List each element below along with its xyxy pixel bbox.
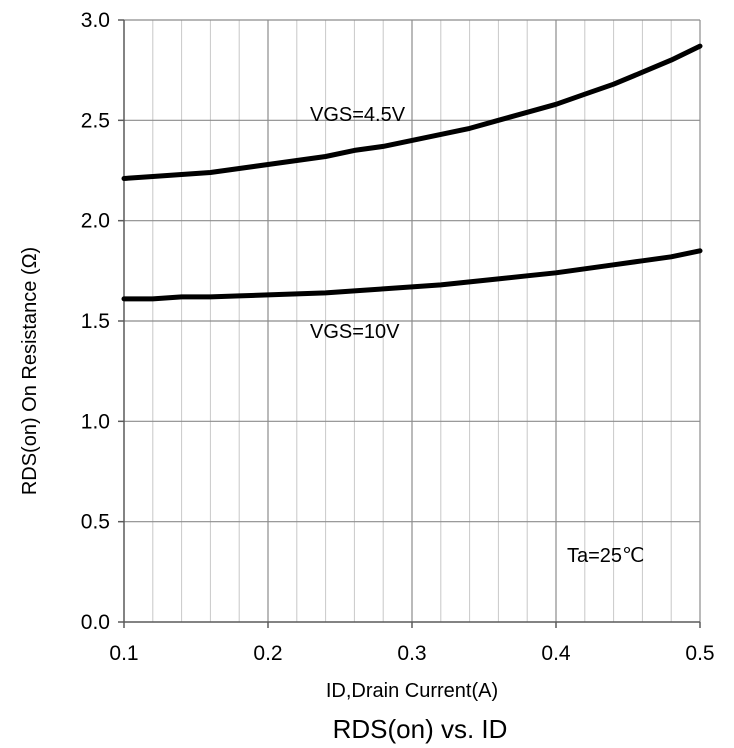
axes	[118, 19, 701, 628]
y-tick-label: 0.5	[81, 511, 110, 534]
x-tick-label: 0.5	[685, 642, 714, 665]
tick-labels: 0.0 0.5 1.0 1.5 2.0 2.5 3.0 0.1 0.2 0.3 0.4 0.5	[81, 9, 715, 665]
x-axis-title: ID,Drain Current(A)	[326, 680, 498, 702]
grid-lines	[124, 19, 701, 622]
x-tick-label: 0.2	[253, 642, 282, 665]
x-tick-label: 0.4	[541, 642, 571, 665]
series-label-vgs-4-5v: VGS=4.5V	[310, 104, 406, 126]
y-tick-label: 1.0	[81, 410, 110, 433]
temperature-annotation: Ta=25℃	[567, 545, 645, 567]
series-lines	[121, 43, 703, 302]
y-axis-title: RDS(on) On Resistance (Ω)	[19, 247, 41, 495]
x-tick-label: 0.1	[109, 642, 138, 665]
y-tick-label: 2.5	[81, 109, 110, 132]
y-tick-label: 0.0	[81, 611, 110, 634]
y-tick-label: 3.0	[81, 9, 110, 32]
y-tick-label: 1.5	[81, 310, 110, 333]
x-tick-label: 0.3	[397, 642, 426, 665]
y-tick-label: 2.0	[81, 210, 110, 233]
series-line-vgs-10v	[121, 248, 703, 302]
chart-title: RDS(on) vs. ID	[333, 714, 508, 744]
series-label-vgs-10v: VGS=10V	[310, 321, 400, 343]
series-line-vgs-4-5v	[121, 43, 703, 181]
